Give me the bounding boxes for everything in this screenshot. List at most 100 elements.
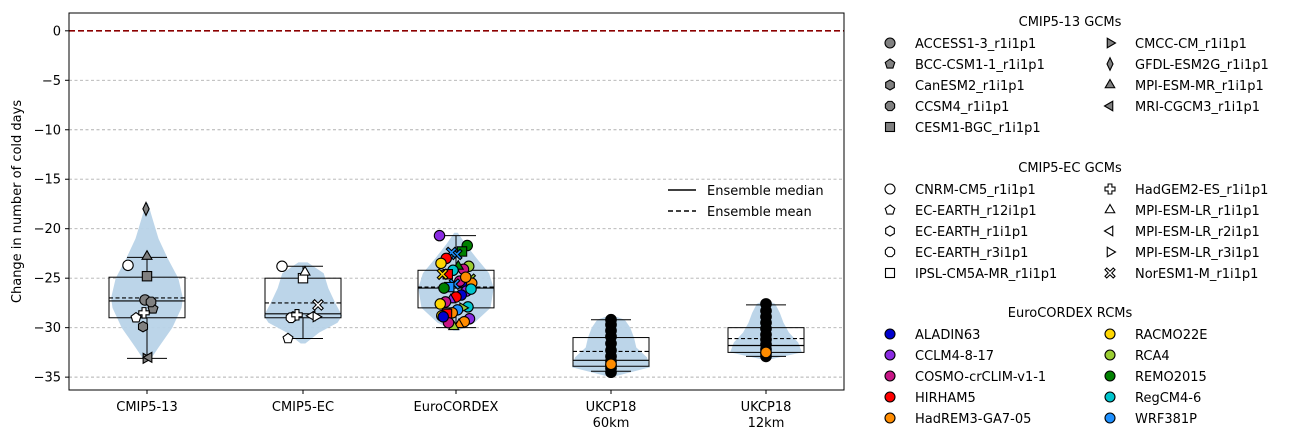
legend-marker-icon	[884, 183, 896, 195]
legend-marker-icon	[1104, 78, 1116, 89]
rcm-point	[435, 257, 447, 270]
y-axis-label: Change in number of cold days	[10, 100, 25, 303]
legend-entry-label: MRI-CGCM3_r1i1p1	[1135, 100, 1260, 115]
gcm-point	[137, 320, 149, 333]
x-tick-label: CMIP5-EC	[272, 400, 334, 415]
legend-marker-icon	[884, 328, 896, 340]
legend-entry-label: ALADIN63	[915, 328, 980, 343]
legend-marker-icon	[1104, 183, 1116, 195]
gcm-point	[141, 270, 153, 282]
gcm-point	[312, 310, 323, 323]
legend-entry-label: REMO2015	[1135, 370, 1207, 385]
legend-entry-label: EC-EARTH_r1i1p1	[915, 225, 1028, 240]
gcm-point	[145, 296, 157, 308]
x-tick-label: EuroCORDEX	[414, 400, 499, 415]
legend-marker-icon	[884, 204, 896, 215]
legend-marker-icon	[884, 391, 896, 403]
legend-entry-label: RACMO22E	[1135, 328, 1207, 343]
violin	[111, 203, 183, 362]
legend-marker-icon	[1103, 225, 1114, 237]
ukcp-highlight-point	[760, 346, 772, 359]
y-tick-label: −10	[34, 123, 61, 138]
legend-group-title: EuroCORDEX RCMs	[1008, 306, 1133, 321]
legend-marker-icon	[884, 370, 896, 382]
y-tick-label: −25	[34, 272, 61, 287]
legend-entry-label: CCLM4-8-17	[915, 349, 994, 364]
y-tick-label: 0	[53, 24, 61, 39]
legend-entry-label: MPI-ESM-LR_r3i1p1	[1135, 246, 1260, 261]
point-layer	[122, 201, 772, 379]
rcm-point	[459, 271, 472, 283]
legend-entry-label: WRF381P	[1135, 412, 1197, 427]
legend-marker-icon	[1104, 412, 1116, 424]
legend-marker-icon	[1104, 370, 1116, 382]
gcm-point	[142, 201, 150, 217]
legend-entry-label: CNRM-CM5_r1i1p1	[915, 183, 1036, 198]
legend-entry-label: HIRHAM5	[915, 391, 976, 406]
rcm-point	[437, 311, 449, 323]
legend-entry-label: CanESM2_r1i1p1	[915, 79, 1025, 94]
legend-entry-label: RegCM4-6	[1135, 391, 1201, 406]
legend-group-title: CMIP5-13 GCMs	[1019, 15, 1122, 30]
legend-marker-icon	[1104, 328, 1116, 340]
legend-entry-label: BCC-CSM1-1_r1i1p1	[915, 58, 1045, 73]
gcm-point	[282, 332, 294, 344]
legend-marker-icon	[885, 225, 895, 237]
legend-marker-icon	[1106, 56, 1114, 72]
gcm-point	[291, 309, 303, 321]
legend-entry-label: IPSL-CM5A-MR_r1i1p1	[915, 267, 1057, 282]
mean-legend-label: Ensemble mean	[707, 205, 812, 220]
legend-entry-label: COSMO-crCLIM-v1-1	[915, 370, 1046, 385]
rcm-point	[434, 298, 446, 310]
legend-marker-icon	[885, 79, 895, 91]
legend-entry-label: CESM1-BGC_r1i1p1	[915, 121, 1041, 136]
gcm-point	[138, 307, 150, 319]
legend-marker-icon	[884, 58, 896, 69]
legend-entry-label: HadREM3-GA7-05	[915, 412, 1031, 427]
legend-group-title: CMIP5-EC GCMs	[1018, 161, 1122, 176]
x-tick-label-line2: 60km	[593, 416, 630, 431]
legend-entry-label: CMCC-CM_r1i1p1	[1135, 37, 1247, 52]
y-tick-label: −15	[34, 173, 61, 188]
rcm-point	[438, 282, 450, 294]
legend-marker-icon	[1104, 349, 1116, 361]
legend-marker-icon	[884, 246, 896, 258]
legend-entry-label: MPI-ESM-MR_r1i1p1	[1135, 79, 1264, 94]
legend-entry-label: NorESM1-M_r1i1p1	[1135, 267, 1258, 282]
legend-marker-icon	[884, 349, 896, 361]
legend-marker-icon	[1104, 391, 1116, 403]
violin	[263, 262, 343, 344]
gcm-point	[142, 351, 153, 364]
rcm-point	[436, 268, 449, 281]
legend-marker-icon	[884, 37, 896, 49]
rcm-point	[465, 283, 477, 295]
legend-entry-label: MPI-ESM-LR_r1i1p1	[1135, 204, 1260, 219]
gcm-point	[276, 260, 288, 273]
gcm-point	[141, 249, 153, 260]
gcm-point	[299, 265, 311, 276]
ukcp-highlight-point	[605, 358, 617, 371]
inner-legend: Ensemble median Ensemble mean	[668, 184, 824, 220]
x-tick-label: UKCP18	[741, 400, 792, 415]
legend-entry-label: GFDL-ESM2G_r1i1p1	[1135, 58, 1269, 73]
legend-entry-label: MPI-ESM-LR_r2i1p1	[1135, 225, 1260, 240]
legend-marker-icon	[884, 100, 896, 112]
axis-layer: 0 −5 −10 −15 −20 −25 −30 −35 CMIP5-13 CMIP5-EC Eur…	[10, 12, 845, 431]
legend-marker-icon	[884, 412, 896, 424]
legend: CMIP5-13 GCMs ACCESS1-3_r1i1p1 BCC-CSM1-1_…	[884, 15, 1269, 427]
y-tick-label: −20	[34, 222, 61, 237]
legend-entry-label: RCA4	[1135, 349, 1170, 364]
legend-marker-icon	[884, 121, 896, 133]
legend-marker-icon	[1106, 246, 1117, 258]
x-tick-label: UKCP18	[586, 400, 637, 415]
legend-marker-icon	[1104, 203, 1116, 214]
rcm-point	[433, 229, 446, 242]
legend-entry-label: EC-EARTH_r3i1p1	[915, 246, 1028, 261]
y-tick-label: −30	[34, 321, 61, 336]
legend-marker-icon	[1106, 37, 1117, 49]
y-tick-label: −35	[34, 371, 61, 386]
legend-entry-label: EC-EARTH_r12i1p1	[915, 204, 1037, 219]
median-legend-label: Ensemble median	[707, 184, 824, 199]
legend-entry-label: ACCESS1-3_r1i1p1	[915, 37, 1036, 52]
